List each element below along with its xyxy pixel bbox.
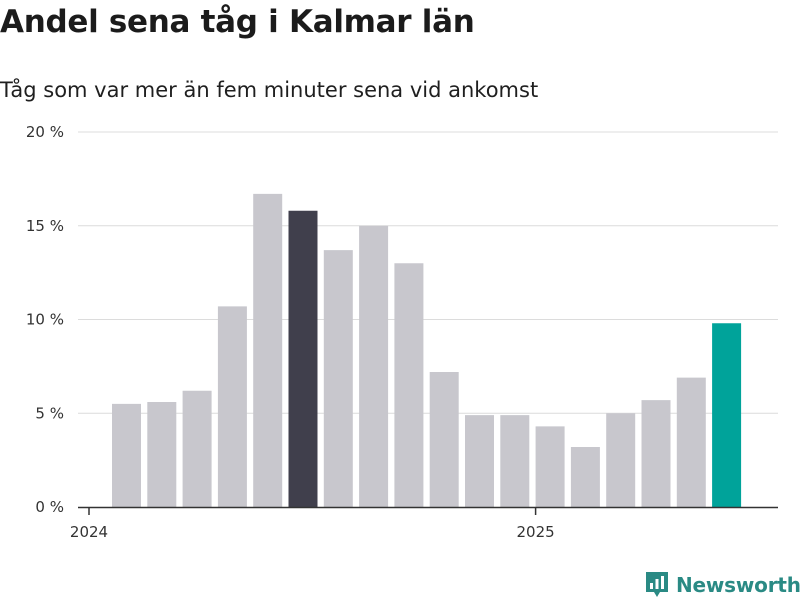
y-tick-label: 15 % — [26, 217, 64, 235]
bar — [182, 390, 212, 507]
y-tick-label: 20 % — [26, 123, 64, 141]
y-tick-label: 5 % — [35, 404, 64, 422]
bar — [535, 426, 565, 507]
bar — [465, 415, 494, 507]
brand-name: Newsworthy — [676, 573, 800, 597]
bar — [147, 402, 177, 507]
bar — [429, 372, 459, 507]
y-tick-label: 0 % — [35, 498, 64, 516]
bar — [323, 250, 353, 507]
bar — [394, 263, 424, 507]
chart-bubble-icon — [646, 572, 668, 597]
bar — [288, 210, 318, 507]
x-tick-label: 2024 — [70, 523, 108, 541]
bar — [676, 377, 706, 507]
bar — [359, 225, 389, 507]
x-tick-label: 2025 — [517, 523, 555, 541]
newsworthy-logo: Newsworthy — [644, 570, 800, 600]
bar — [217, 306, 247, 507]
bar — [253, 193, 283, 507]
bar — [570, 447, 600, 507]
y-tick-label: 10 % — [26, 311, 64, 329]
bar — [112, 403, 141, 507]
bar — [641, 400, 671, 507]
chart-subtitle: Tåg som var mer än fem minuter sena vid … — [0, 78, 539, 102]
bar — [500, 415, 530, 507]
bar — [606, 413, 636, 507]
bar — [712, 323, 742, 507]
chart-title: Andel sena tåg i Kalmar län — [0, 4, 475, 40]
